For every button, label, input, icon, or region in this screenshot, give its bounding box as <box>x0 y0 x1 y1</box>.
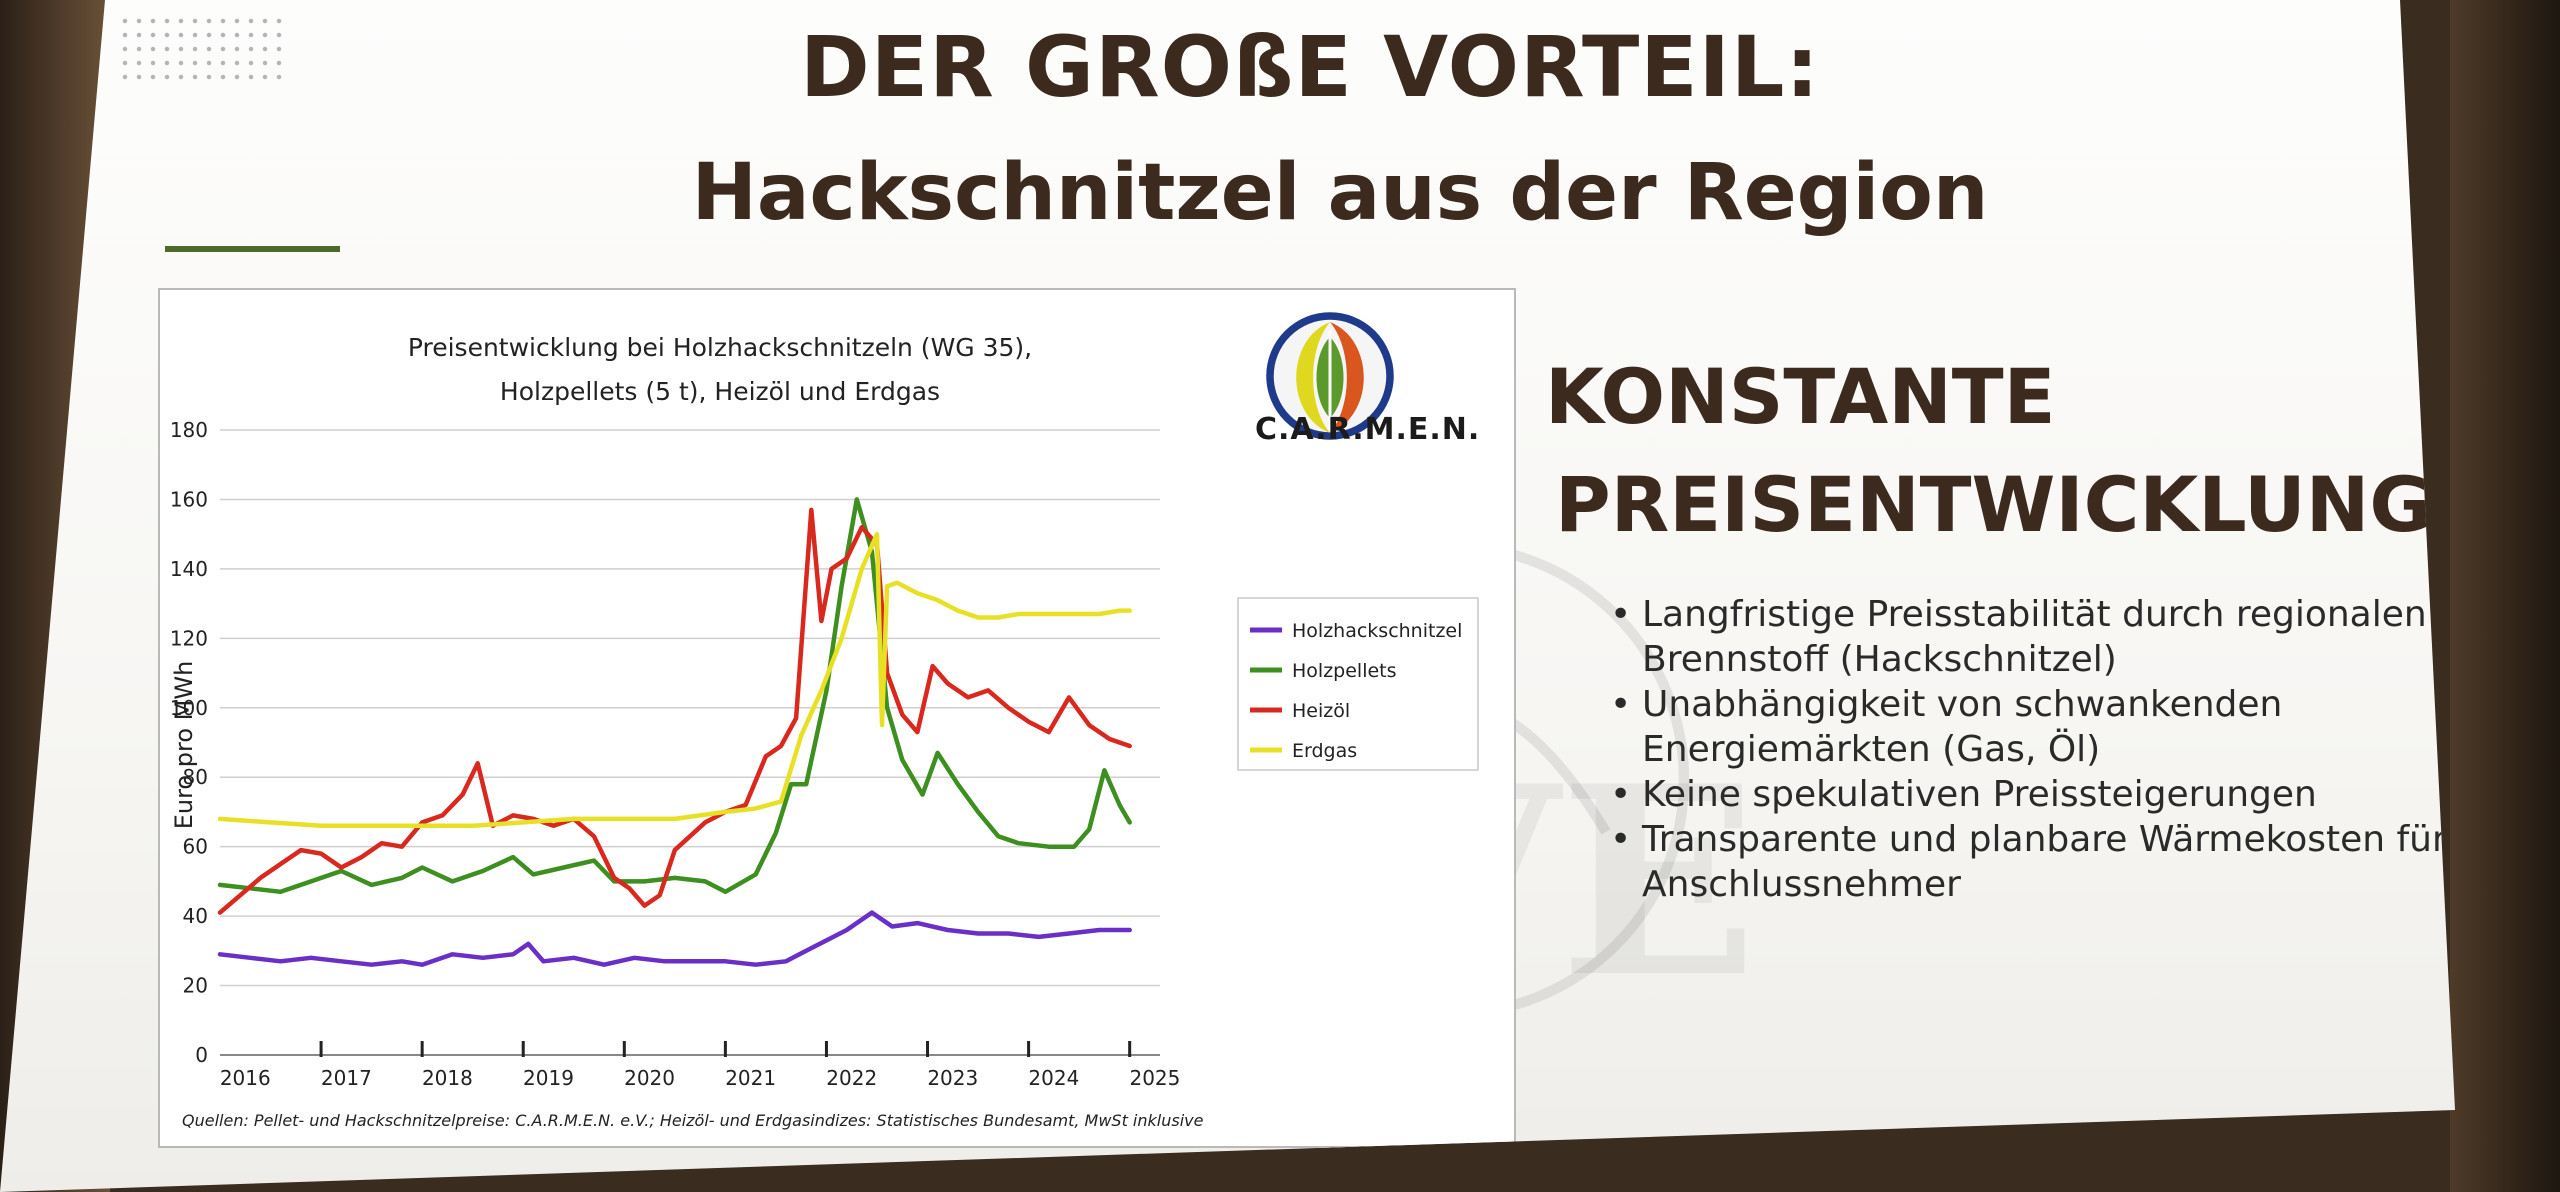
y-tick-label: 140 <box>170 557 208 581</box>
x-tick-label: 2019 <box>523 1066 574 1090</box>
legend-box <box>1237 597 1479 771</box>
chart-source-note: Quellen: Pellet- und Hackschnitzelpreise… <box>182 1111 1204 1130</box>
y-tick-labels: 0 20 40 60 80 100 120 140 160 180 <box>170 418 208 1067</box>
bullet-item: Langfristige Preisstabilität durch regio… <box>1610 592 2455 682</box>
right-heading-line2: PREISENTWICKLUNG <box>1555 460 2432 549</box>
series-lines <box>217 497 1132 967</box>
x-tick-labels: 2016 2017 2018 2019 2020 2021 2022 2023 2024 2025 <box>220 1041 1180 1090</box>
right-heading-line1: KONSTANTE <box>1545 352 2056 441</box>
price-chart: Preisentwicklung bei Holzhackschnitzeln … <box>170 333 1479 1130</box>
slide-title-line2: Hackschnitzel aus der Region <box>691 148 1989 238</box>
slide-title-line1: DER GROßE VORTEIL: <box>799 18 1820 116</box>
y-tick-label: 160 <box>170 487 208 511</box>
series-line-erdgas <box>217 531 1132 829</box>
y-tick-label: 60 <box>183 835 208 859</box>
carmen-logo-text: C.A.R.M.E.N. <box>1255 412 1481 447</box>
carmen-logo-icon <box>1266 312 1394 440</box>
x-tick-label: 2022 <box>826 1066 877 1090</box>
y-tick-label: 40 <box>183 904 208 928</box>
chart-title-line2: Holzpellets (5 t), Heizöl und Erdgas <box>500 377 940 406</box>
x-tick-label: 2023 <box>927 1066 978 1090</box>
y-tick-label: 20 <box>183 974 208 998</box>
grid-lines <box>220 429 1160 1056</box>
bullet-item: Transparente und planbare Wärmekosten fü… <box>1610 817 2455 907</box>
x-tick-label: 2016 <box>220 1066 271 1090</box>
chart-legend: Holzhackschnitzel Holzpellets Heizöl Erdgas <box>1237 597 1479 771</box>
x-tick-label: 2025 <box>1129 1066 1180 1090</box>
x-tick-label: 2024 <box>1028 1066 1079 1090</box>
benefit-bullet-list: Langfristige Preisstabilität durch regio… <box>1610 592 2455 907</box>
stage-curtain-right <box>2450 0 2560 1192</box>
x-tick-label: 2021 <box>725 1066 776 1090</box>
series-line-holzhackschnitzel <box>217 910 1132 967</box>
title-accent-line <box>165 246 340 252</box>
y-tick-label: 100 <box>170 696 208 720</box>
x-tick-label: 2017 <box>321 1066 372 1090</box>
y-tick-label: 120 <box>170 626 208 650</box>
y-axis-label: Euro pro MWh <box>170 661 198 830</box>
bullet-item: Unabhängigkeit von schwankenden Energiem… <box>1610 682 2455 772</box>
y-tick-label: 80 <box>183 765 208 789</box>
x-tick-label: 2020 <box>624 1066 675 1090</box>
legend-label: Heizöl <box>1292 700 1350 722</box>
y-tick-label: 180 <box>170 418 208 442</box>
bullet-item: Keine spekulativen Preissteigerungen <box>1610 772 2455 817</box>
series-line-holzpellets <box>217 497 1132 895</box>
series-line-heizöl <box>217 507 1132 915</box>
dot-pattern-decoration <box>118 14 288 84</box>
x-tick-label: 2018 <box>422 1066 473 1090</box>
y-tick-label: 0 <box>195 1043 208 1067</box>
legend-label: Holzpellets <box>1292 660 1397 682</box>
chart-panel: Preisentwicklung bei Holzhackschnitzeln … <box>158 288 1516 1148</box>
chart-title-line1: Preisentwicklung bei Holzhackschnitzeln … <box>408 333 1032 362</box>
legend-label: Holzhackschnitzel <box>1292 620 1462 642</box>
legend-label: Erdgas <box>1292 740 1357 762</box>
